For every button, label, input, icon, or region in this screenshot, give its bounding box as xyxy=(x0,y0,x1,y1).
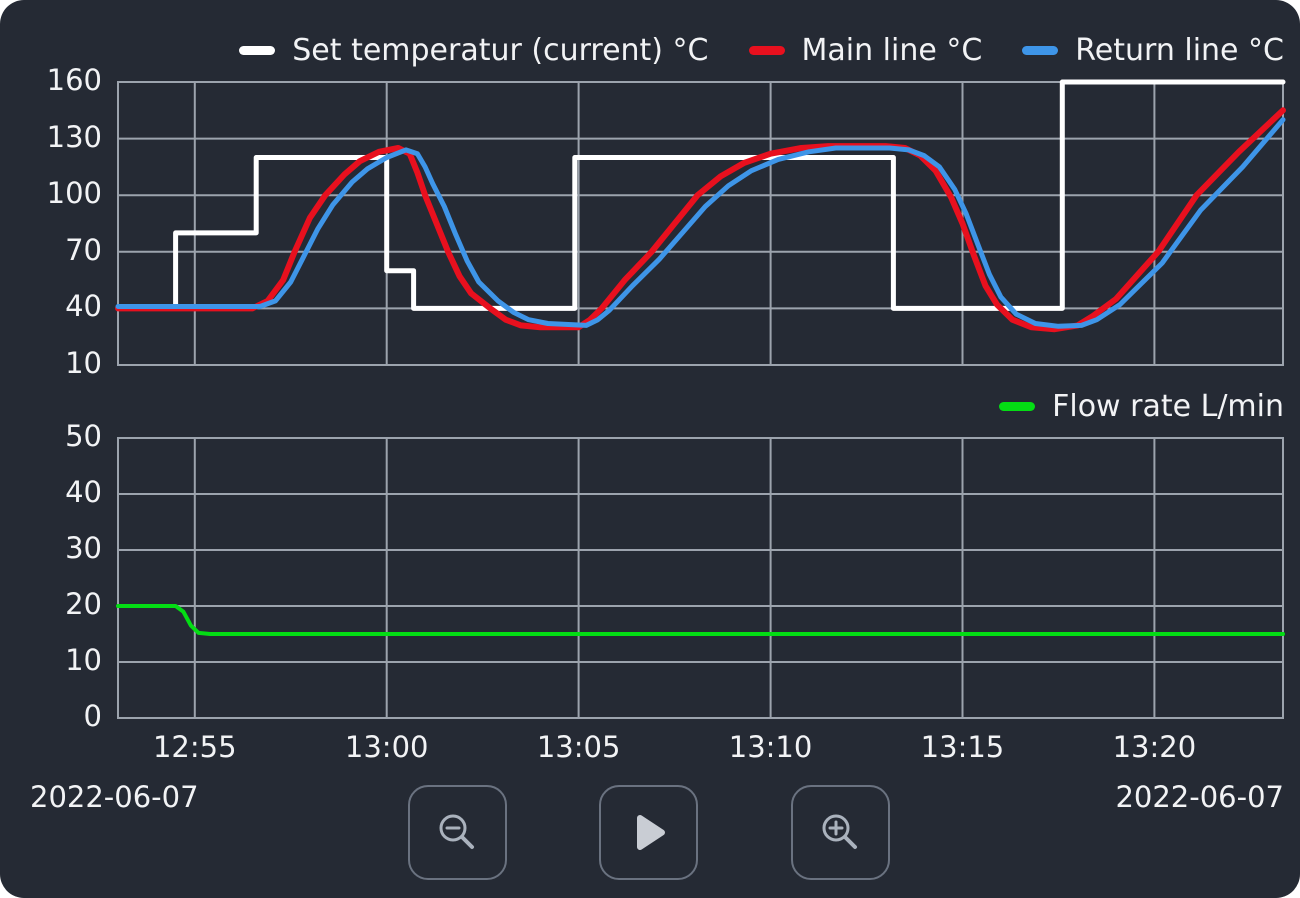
legend-item: Flow rate L/min xyxy=(999,389,1284,424)
legend-marker xyxy=(999,402,1036,411)
y-tick-label: 50 xyxy=(65,419,102,453)
play-icon xyxy=(625,809,673,857)
y-tick-label: 0 xyxy=(83,699,102,733)
y-tick-label: 100 xyxy=(46,176,102,211)
date-label-left: 2022-06-07 xyxy=(30,780,199,814)
series-line xyxy=(115,107,1286,333)
legend-label: Set temperatur (current) °C xyxy=(292,33,709,68)
magnifier-plus-icon xyxy=(817,809,865,857)
zoom-in-button[interactable] xyxy=(791,785,890,880)
legend-marker xyxy=(1022,46,1059,55)
x-tick-label: 12:55 xyxy=(152,730,237,764)
temperature-legend: Set temperatur (current) °C Main line °C R… xyxy=(239,33,1284,68)
zoom-out-button[interactable] xyxy=(408,785,507,880)
y-tick-label: 30 xyxy=(65,531,102,565)
legend-marker xyxy=(748,46,785,55)
flow-chart-frame xyxy=(117,437,1284,719)
y-tick-label: 20 xyxy=(65,587,102,621)
series-line xyxy=(116,604,1285,636)
legend-item: Return line °C xyxy=(1022,33,1284,68)
legend-item: Main line °C xyxy=(748,33,983,68)
y-tick-label: 160 xyxy=(46,63,102,97)
y-tick-label: 40 xyxy=(65,475,102,509)
legend-label: Return line °C xyxy=(1075,33,1284,68)
series-line xyxy=(115,117,1286,329)
x-tick-label: 13:00 xyxy=(344,730,429,764)
y-tick-label: 10 xyxy=(65,346,102,380)
legend-label: Main line °C xyxy=(801,33,983,68)
y-tick-label: 70 xyxy=(65,232,102,267)
y-tick-label: 10 xyxy=(65,643,102,677)
date-label-right: 2022-06-07 xyxy=(1115,780,1284,814)
legend-marker xyxy=(239,46,276,55)
magnifier-minus-icon xyxy=(434,809,482,857)
x-tick-label: 13:05 xyxy=(536,730,621,764)
temperature-chart-frame xyxy=(117,81,1284,366)
x-tick-label: 13:20 xyxy=(1112,730,1197,764)
legend-label: Flow rate L/min xyxy=(1052,389,1284,424)
x-tick-label: 13:15 xyxy=(920,730,1005,764)
series-line xyxy=(115,79,1286,311)
legend-item: Set temperatur (current) °C xyxy=(239,33,709,68)
flow-legend: Flow rate L/min xyxy=(999,389,1284,424)
x-tick-label: 13:10 xyxy=(728,730,813,764)
y-tick-label: 40 xyxy=(65,289,102,324)
y-tick-label: 130 xyxy=(46,119,102,154)
play-button[interactable] xyxy=(599,785,698,880)
